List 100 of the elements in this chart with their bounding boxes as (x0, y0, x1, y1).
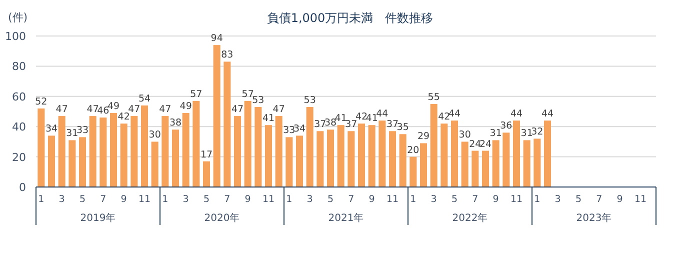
x-tick-label: 9 (120, 194, 127, 205)
data-label: 44 (448, 108, 461, 120)
x-tick-label: 5 (203, 194, 210, 205)
bar (234, 116, 242, 187)
data-label: 49 (107, 101, 120, 112)
bar (110, 113, 118, 187)
x-tick-label: 5 (327, 194, 334, 205)
bar (224, 62, 231, 187)
data-label: 47 (231, 104, 244, 116)
x-tick-label: 1 (38, 194, 44, 205)
data-label: 47 (128, 104, 140, 116)
data-label: 47 (272, 104, 285, 116)
bar (275, 116, 282, 187)
bar (358, 124, 366, 187)
x-tick-label: 11 (634, 194, 647, 205)
data-label: 31 (520, 128, 533, 140)
x-tick-label: 3 (554, 194, 561, 205)
text: 2021年 (328, 212, 364, 224)
x-tick-label: 3 (58, 194, 65, 205)
bar (348, 131, 355, 187)
bar (100, 118, 107, 187)
x-tick-label: 1 (534, 194, 540, 205)
data-label: 44 (541, 108, 554, 120)
data-label: 42 (118, 112, 130, 123)
data-label: 31 (66, 128, 78, 140)
data-label: 41 (366, 113, 378, 124)
data-label: 42 (438, 112, 450, 123)
data-label: 24 (479, 138, 492, 150)
bar (130, 116, 138, 187)
bar (337, 125, 344, 187)
data-label: 53 (252, 94, 264, 106)
bar (264, 125, 272, 187)
data-label: 44 (376, 108, 388, 120)
bar (420, 143, 428, 187)
bar (38, 108, 45, 187)
x-tick-label: 7 (348, 194, 354, 205)
bar (512, 120, 520, 187)
bar (399, 134, 406, 187)
x-tick-label: 11 (262, 194, 275, 205)
x-tick-label: 9 (244, 194, 251, 205)
bar (482, 150, 490, 187)
bar (78, 137, 86, 187)
bar (450, 120, 458, 187)
bar (326, 130, 334, 187)
data-label: 37 (386, 119, 399, 130)
bar (254, 106, 262, 187)
chart-title: 負債1,000万円未満 件数推移 (266, 11, 434, 25)
bar (523, 140, 530, 187)
data-label: 36 (500, 120, 512, 132)
x-tick-label: 5 (575, 194, 582, 205)
bar (388, 131, 396, 187)
text: 2022年 (452, 212, 488, 224)
x-tick-label: 7 (100, 194, 106, 205)
y-tick-label: 80 (12, 60, 26, 74)
x-tick-label: 5 (451, 194, 458, 205)
x-tick-label: 1 (286, 194, 292, 205)
bar (306, 106, 314, 187)
x-tick-label: 1 (162, 194, 168, 205)
bar (492, 140, 500, 187)
bar (172, 130, 180, 187)
data-label: 29 (417, 131, 430, 142)
bar (430, 104, 438, 187)
y-tick-label: 0 (19, 181, 26, 194)
data-label: 32 (531, 126, 544, 138)
data-label: 24 (469, 138, 482, 150)
bar (140, 105, 148, 187)
data-label: 33 (283, 125, 296, 136)
bar (286, 137, 293, 187)
data-label: 20 (407, 144, 420, 156)
bar (162, 116, 169, 187)
bar (58, 116, 66, 187)
x-tick-label: 3 (182, 194, 189, 205)
bar (472, 150, 479, 187)
data-label: 17 (200, 149, 213, 160)
data-label: 46 (97, 106, 110, 117)
bar (48, 136, 56, 187)
bar (182, 113, 190, 187)
data-label: 55 (428, 92, 440, 103)
data-label: 41 (262, 113, 275, 124)
bar (68, 140, 76, 187)
data-label: 53 (304, 94, 316, 106)
y-tick-label: 40 (12, 120, 26, 134)
x-tick-label: 9 (368, 194, 375, 205)
data-label: 33 (76, 125, 89, 136)
x-tick-label: 1 (410, 194, 416, 205)
data-label: 47 (56, 104, 68, 116)
y-tick-label: 60 (12, 90, 26, 104)
x-tick-label: 11 (138, 194, 151, 205)
x-tick-label: 7 (472, 194, 478, 205)
bar (368, 125, 376, 187)
data-label: 57 (190, 88, 202, 100)
bar (534, 138, 541, 187)
y-tick-label: 20 (12, 150, 26, 164)
data-label: 38 (169, 118, 182, 129)
data-label: 47 (86, 104, 99, 116)
bar (410, 156, 417, 187)
data-label: 34 (45, 124, 58, 135)
bar (461, 142, 468, 187)
data-label: 38 (324, 118, 337, 129)
data-label: 83 (221, 50, 234, 61)
